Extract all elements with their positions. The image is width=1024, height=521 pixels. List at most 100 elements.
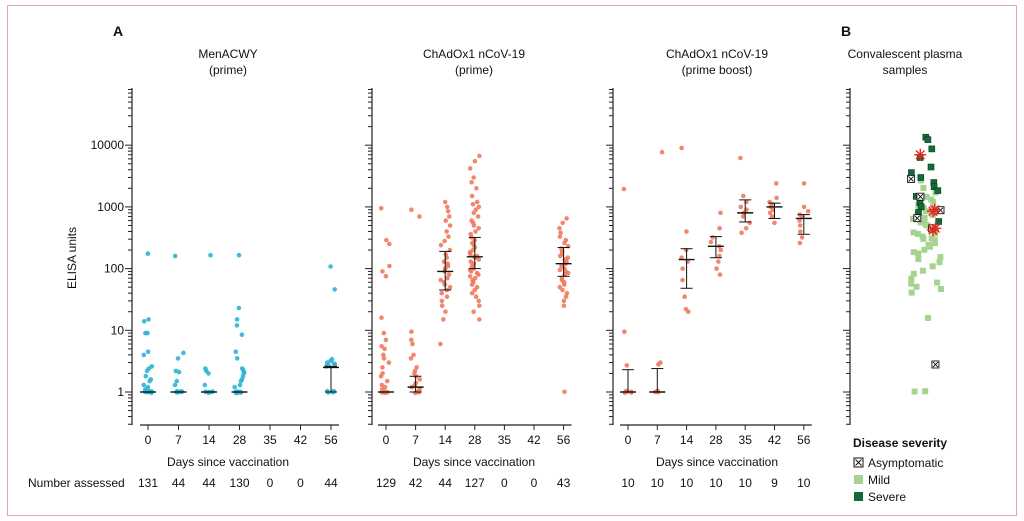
panel-2-x-axis-label: Days since vaccination [413, 455, 535, 469]
panel-2-data-point [438, 277, 444, 283]
panel-3-data-point [738, 204, 744, 210]
panel-b-severe-point [935, 218, 943, 225]
panel-b-asymptomatic-cross [908, 176, 914, 182]
panel-1-data-point [172, 382, 178, 388]
legend-severe-swatch [854, 492, 863, 501]
panel-2-n-assessed: 42 [409, 476, 423, 490]
panel-2-data-point [562, 389, 567, 395]
panel-1-x-tick-label: 42 [294, 433, 308, 447]
y-axis-label: ELISA units [65, 227, 79, 289]
panel-2-data-point [562, 240, 567, 246]
panel-3-n-assessed: 10 [621, 476, 635, 490]
panel-1-n-assessed: 130 [229, 476, 249, 490]
panel-3-data-point [621, 186, 627, 192]
panel-b-severe-point [917, 174, 925, 181]
panel-b-mild-point [908, 280, 915, 287]
panel-3-x-tick-label: 35 [739, 433, 753, 447]
panel-2-data-point [439, 298, 445, 304]
panel-1-data-point [144, 368, 150, 374]
panel-2-data-point [476, 204, 482, 210]
panel-3-n-assessed: 10 [680, 476, 694, 490]
panel-2-data-point [445, 275, 450, 281]
panel-2-data-point [447, 284, 453, 290]
panel-3-data-point [624, 363, 630, 368]
panel-2-data-point [558, 230, 563, 236]
panel-2-data-point [409, 207, 414, 212]
panel-3-data-point [772, 220, 777, 226]
panel-2-data-point [386, 360, 392, 365]
panel-2-data-point [469, 290, 475, 296]
panel-2-data-point [467, 166, 473, 171]
panel-1-data-point [237, 382, 243, 388]
panel-2-n-assessed: 0 [531, 476, 538, 490]
panel-2-data-point [446, 234, 451, 239]
panel-b-mild-point [908, 289, 915, 296]
panel-1-data-point [181, 350, 186, 356]
panel-1-x-tick-label: 28 [233, 433, 247, 447]
panel-3-data-point [740, 214, 746, 219]
panel-2-data-point [444, 294, 450, 300]
panel-b-mild-point [913, 283, 920, 290]
panel-1-data-point [141, 319, 147, 324]
panel-2-data-point [442, 238, 447, 244]
panel-1-data-point [238, 378, 244, 384]
panel-2-data-point [383, 274, 389, 279]
panel-1-data-point [234, 323, 240, 328]
panel-3-n-assessed: 9 [771, 476, 778, 490]
panel-1-data-point [206, 371, 211, 376]
panel-2-data-point [473, 229, 478, 234]
legend-mild-swatch [854, 475, 863, 484]
panel-1-data-point [208, 252, 213, 258]
panel-2-data-point [560, 287, 565, 293]
panel-3-x-tick-label: 56 [797, 433, 811, 447]
panel-2-data-point [380, 365, 385, 370]
panel-3-title: ChAdOx1 nCoV-19 [666, 47, 768, 61]
panel-b-mild-point [921, 246, 928, 253]
panel-3-n-assessed: 10 [797, 476, 811, 490]
panel-1-data-point [332, 362, 338, 367]
panel-3-data-point [770, 207, 776, 212]
panel-3-x-tick-label: 42 [768, 433, 782, 447]
panel-1-data-point [145, 330, 150, 336]
panel-3-data-point [708, 239, 714, 245]
panel-2-data-point [477, 303, 482, 309]
panel-b-severe-point [927, 163, 935, 171]
panel-2-data-point [382, 346, 387, 352]
panel-2-x-tick-label: 42 [527, 433, 541, 447]
panel-1-data-point [174, 378, 180, 384]
panel-b-mild-point [937, 254, 944, 261]
panel-2-data-point [563, 294, 569, 300]
panel-1-data-point [175, 356, 181, 361]
panel-2-data-point [445, 209, 451, 214]
panel-2-data-point [387, 241, 392, 247]
panel-2-data-point [384, 237, 389, 243]
panel-1-n-assessed: 44 [172, 476, 186, 490]
panel-1-n-assessed: 44 [324, 476, 338, 490]
panel-2-data-point [409, 337, 414, 343]
panel-b-mild-point [910, 215, 916, 222]
panel-2-data-point [410, 341, 415, 347]
panel-2-data-point [475, 214, 481, 219]
panel-1-data-point [172, 253, 178, 259]
panel-1-data-point [328, 358, 334, 364]
legend-severe-label: Severe [868, 490, 906, 504]
panel-b-highlighted-marker [914, 148, 927, 161]
panel-b-mild-point [930, 198, 937, 205]
panel-b-asymptomatic-cross [914, 215, 921, 221]
panel-2-data-point [443, 218, 449, 223]
panel-b-mild-point [938, 286, 944, 292]
panel-3-data-point [769, 214, 775, 219]
panel-3-data-point [767, 210, 773, 216]
panel-2-data-point [411, 352, 416, 358]
panel-3-data-point [774, 181, 779, 186]
panel-2-x-tick-label: 0 [383, 433, 390, 447]
panel-1-x-tick-label: 7 [175, 433, 182, 447]
panel-2-data-point [446, 272, 452, 277]
panel-2-data-point [381, 356, 387, 361]
panel-b-mild-point [914, 230, 921, 237]
panel-3-x-tick-label: 0 [625, 433, 632, 447]
panel-3-data-point [747, 220, 752, 226]
panel-3-data-point [680, 266, 685, 271]
panel-2-data-point [417, 214, 422, 219]
panel-1-x-tick-label: 35 [263, 433, 277, 447]
